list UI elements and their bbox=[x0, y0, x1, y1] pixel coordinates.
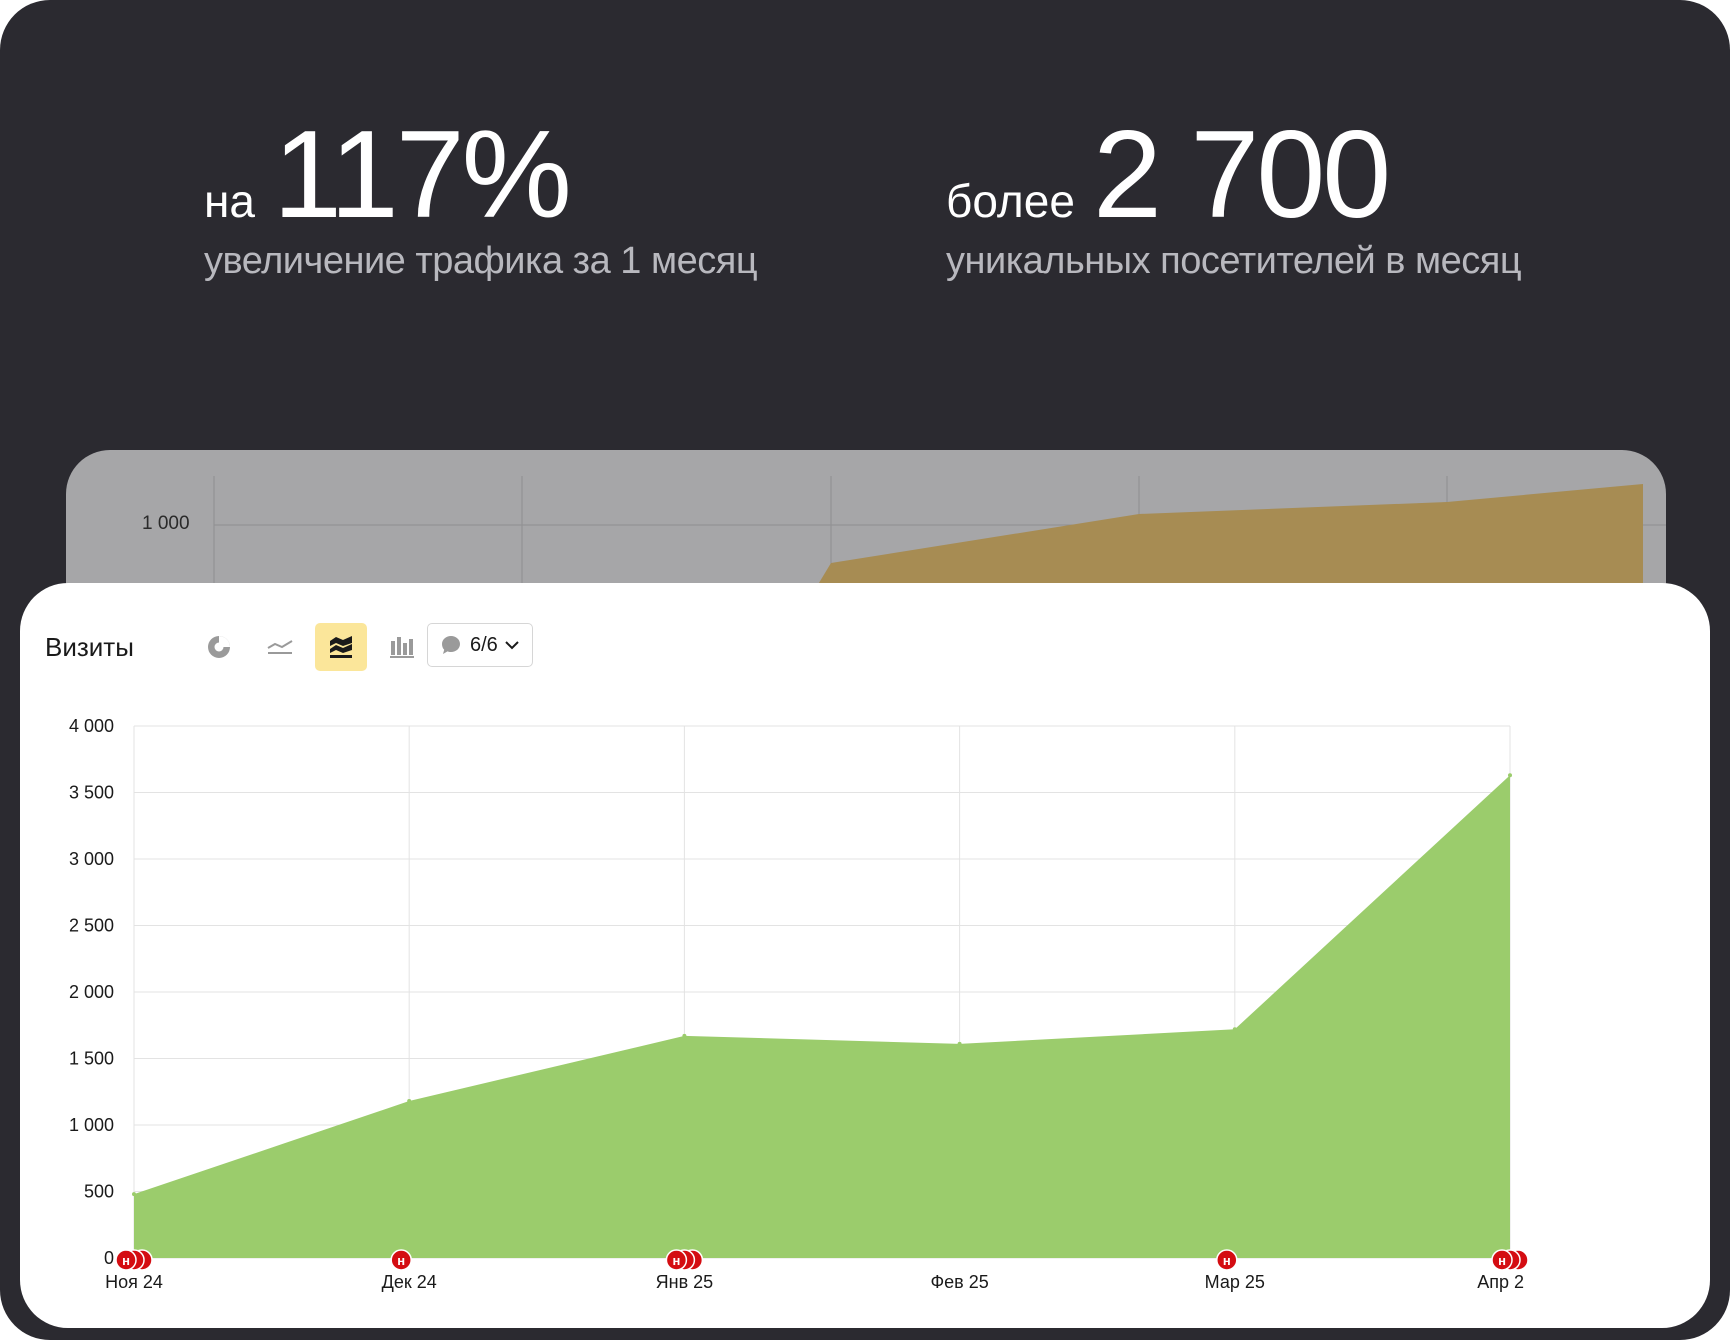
stat-prefix: более bbox=[946, 175, 1075, 227]
annotation-marker-label: н bbox=[1498, 1253, 1506, 1268]
x-tick-label: Апр 2 bbox=[1477, 1272, 1524, 1292]
data-point bbox=[1508, 773, 1512, 778]
pie-chart-icon[interactable] bbox=[193, 623, 245, 671]
bar-chart-icon[interactable] bbox=[376, 623, 428, 671]
annotation-marker-label: н bbox=[397, 1253, 405, 1268]
stat-value: 2 700 bbox=[1092, 106, 1391, 244]
y-tick-label: 4 000 bbox=[69, 716, 114, 736]
annotations-dropdown[interactable]: 6/6 bbox=[427, 623, 533, 667]
y-tick-label: 500 bbox=[84, 1182, 114, 1202]
annotation-marker bbox=[1491, 1249, 1513, 1271]
visits-chart-card: 0 500 1 000 1 500 2 000 2 500 3 000 3 500 4 000 н… bbox=[20, 583, 1710, 1328]
annotation-marker bbox=[390, 1249, 412, 1271]
y-tick-label: 3 000 bbox=[69, 849, 114, 869]
y-tick-label: 0 bbox=[104, 1248, 114, 1268]
stat-prefix: на bbox=[204, 175, 255, 227]
x-tick-label: Мар 25 bbox=[1205, 1272, 1265, 1292]
annotation-marker bbox=[665, 1249, 688, 1271]
speech-bubble-icon bbox=[442, 636, 460, 654]
y-tick-label: 2 000 bbox=[69, 982, 114, 1002]
stat-traffic-growth: на 117% увеличение трафика за 1 месяц bbox=[204, 104, 758, 283]
x-tick-label: Дек 24 bbox=[382, 1272, 437, 1292]
y-tick-label: 1 500 bbox=[69, 1049, 114, 1069]
annotation-marker bbox=[1216, 1249, 1238, 1271]
chart-toolbar: Визиты bbox=[45, 623, 645, 671]
annotations-count: 6/6 bbox=[470, 633, 498, 656]
line-chart-icon[interactable] bbox=[254, 623, 306, 671]
stat-value: 117% bbox=[273, 106, 572, 244]
visits-chart: 0 500 1 000 1 500 2 000 2 500 3 000 3 500 4 000 н… bbox=[69, 716, 1529, 1292]
data-point bbox=[1232, 1027, 1237, 1032]
data-point bbox=[682, 1033, 687, 1038]
data-point bbox=[132, 1192, 136, 1197]
data-point bbox=[957, 1041, 962, 1046]
data-point bbox=[407, 1099, 412, 1104]
annotation-marker bbox=[115, 1249, 137, 1271]
y-tick-label: 3 500 bbox=[69, 783, 114, 803]
x-tick-label: Ноя 24 bbox=[105, 1272, 163, 1292]
chevron-down-icon bbox=[505, 641, 519, 650]
stat-caption: увеличение трафика за 1 месяц bbox=[204, 240, 758, 282]
stat-unique-visitors: более 2 700 уникальных посетителей в меся… bbox=[946, 104, 1522, 283]
annotation-marker-label: н bbox=[122, 1253, 130, 1268]
y-tick-label: 1 000 bbox=[69, 1115, 114, 1135]
background-y-tick-label: 1 000 bbox=[142, 513, 190, 534]
y-tick-label: 2 500 bbox=[69, 916, 114, 936]
x-tick-label: Янв 25 bbox=[656, 1272, 714, 1292]
annotation-marker-label: н bbox=[672, 1253, 680, 1268]
annotation-marker-label: н bbox=[1223, 1253, 1231, 1268]
area-chart-icon[interactable] bbox=[315, 623, 367, 671]
x-tick-label: Фев 25 bbox=[930, 1272, 988, 1292]
chart-title: Визиты bbox=[45, 632, 134, 662]
stat-caption: уникальных посетителей в месяц bbox=[946, 240, 1522, 282]
area-series-visits bbox=[134, 775, 1510, 1258]
